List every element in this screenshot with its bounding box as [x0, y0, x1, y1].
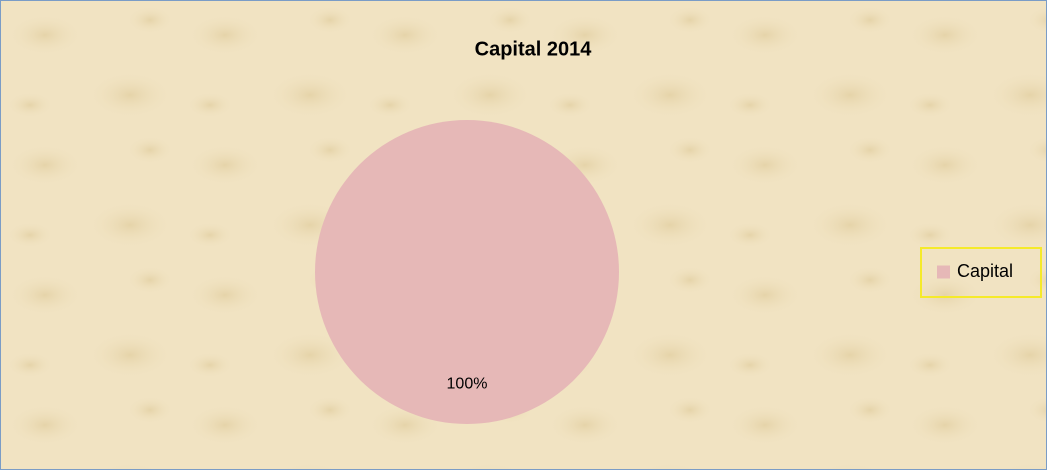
legend-swatch	[937, 265, 950, 279]
pie-slice	[315, 120, 619, 424]
legend: Capital	[920, 247, 1042, 298]
chart-title: Capital 2014	[475, 38, 593, 60]
legend-label: Capital	[957, 261, 1013, 281]
legend-box	[920, 247, 1042, 298]
data-label: 100%	[447, 376, 488, 393]
